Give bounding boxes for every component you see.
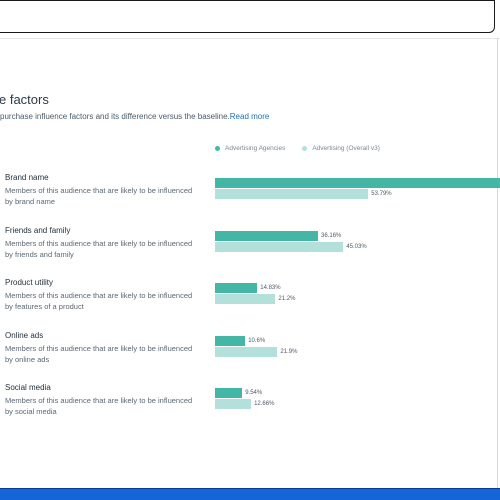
baseline-bar <box>215 346 278 357</box>
legend-dot-icon <box>215 146 220 151</box>
primary-bar <box>215 335 246 346</box>
primary-bar <box>215 178 500 188</box>
factor-description: Members of this audience that are likely… <box>5 238 193 259</box>
top-bar <box>0 0 495 33</box>
primary-value-label: 14.83% <box>260 285 281 291</box>
primary-bar <box>215 230 319 241</box>
baseline-value-label: 53.79% <box>371 191 392 197</box>
baseline-bar <box>215 294 276 304</box>
legend-label: Advertising Agencies <box>225 145 286 152</box>
legend-label: Advertising (Overall v3) <box>312 145 380 152</box>
section-subtitle: purchase influence factors and its diffe… <box>0 112 269 121</box>
baseline-value-label: 21.9% <box>280 348 298 355</box>
header-divider <box>0 38 500 39</box>
baseline-bar <box>215 189 369 199</box>
primary-bar <box>215 283 258 293</box>
subtitle-text: purchase influence factors and its diffe… <box>0 112 230 121</box>
factor-description: Members of this audience that are likely… <box>5 291 193 311</box>
read-more-link[interactable]: Read more <box>229 112 270 121</box>
chart-legend: Advertising Agencies Advertising (Overal… <box>215 145 397 152</box>
factor-name: Social media <box>5 383 51 392</box>
factor-description: Members of this audience that are likely… <box>5 186 193 206</box>
legend-item-primary: Advertising Agencies <box>215 145 285 152</box>
panel-border <box>497 38 498 488</box>
baseline-value-label: 12.66% <box>254 401 275 407</box>
legend-dot-icon <box>302 146 308 151</box>
primary-value-label: 9.54% <box>245 390 263 396</box>
baseline-value-label: 45.03% <box>346 243 367 250</box>
section-title: e factors <box>0 92 49 107</box>
factor-name: Friends and family <box>5 225 71 235</box>
baseline-value-label: 21.2% <box>278 296 296 302</box>
baseline-bar <box>215 241 344 252</box>
primary-value-label: 36.16% <box>321 232 342 239</box>
factor-description: Members of this audience that are likely… <box>5 396 193 416</box>
factor-name: Product utility <box>5 278 54 287</box>
primary-bar <box>215 388 243 398</box>
factor-description: Members of this audience that are likely… <box>5 343 193 364</box>
factor-name: Brand name <box>5 173 49 182</box>
factor-name: Online ads <box>5 330 44 340</box>
baseline-bar <box>215 399 252 409</box>
primary-value-label: 10.6% <box>248 337 266 344</box>
legend-item-baseline: Advertising (Overall v3) <box>302 145 380 152</box>
taskbar <box>0 488 500 500</box>
